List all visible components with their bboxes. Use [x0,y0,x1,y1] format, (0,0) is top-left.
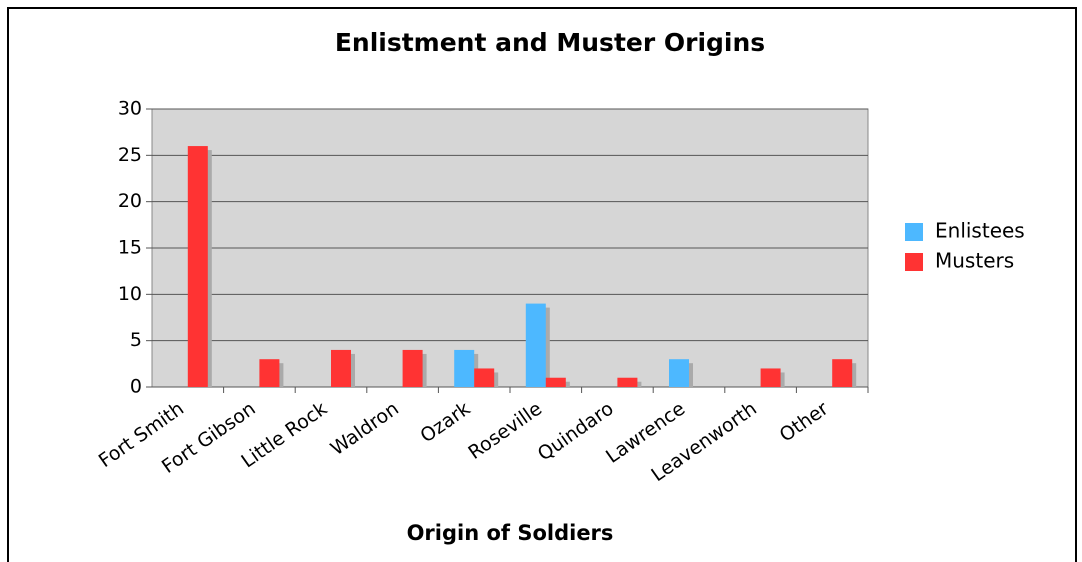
y-tick-label: 20 [118,190,142,212]
y-tick-label: 25 [118,144,142,166]
bar [545,377,566,387]
y-tick-label: 5 [130,329,142,351]
bar [331,349,351,387]
bar [669,359,689,387]
x-axis-title: Origin of Soldiers [407,521,614,545]
bar [474,368,495,387]
legend-label: Enlistees [935,219,1025,243]
y-tick-label: 15 [118,237,142,259]
x-tick-label: Ozark [416,398,474,448]
legend-label: Musters [935,249,1014,273]
bar [617,377,638,387]
bar [259,359,280,387]
x-tick-label: Waldron [327,398,403,461]
y-tick-label: 30 [118,98,142,120]
bar [402,349,423,387]
y-tick-label: 10 [118,283,142,305]
x-tick-label: Other [776,397,833,446]
bar [454,349,475,387]
frame [7,7,1077,562]
bar [832,359,853,387]
bar [525,303,546,387]
bar [187,146,208,387]
legend-swatch [905,253,923,271]
y-tick-label: 0 [130,376,142,398]
chart-title: Enlistment and Muster Origins [335,28,765,57]
bar [760,368,781,387]
x-tick-label: Roseville [464,398,546,464]
legend-swatch [905,223,923,241]
